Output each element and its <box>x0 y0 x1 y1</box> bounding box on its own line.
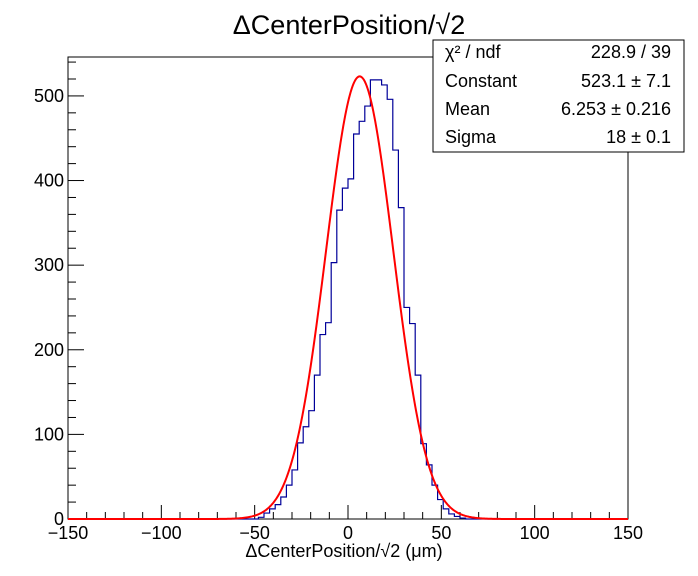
y-tick-label: 0 <box>54 509 64 529</box>
x-tick-label: 50 <box>431 523 451 543</box>
y-tick-label: 500 <box>34 86 64 106</box>
stats-constant-value: 523.1 ± 7.1 <box>581 71 671 91</box>
gaussian-fit-curve <box>68 75 628 520</box>
stats-mean-label: Mean <box>445 99 490 119</box>
chart-title: ΔCenterPosition/√2 <box>233 10 465 40</box>
y-tick-label: 300 <box>34 255 64 275</box>
x-tick-label: −50 <box>239 523 270 543</box>
y-tick-label: 100 <box>34 424 64 444</box>
x-axis-label: ΔCenterPosition/√2 (μm) <box>245 541 442 561</box>
x-axis-ticks: −150 −100 −50 0 50 100 150 <box>48 505 643 543</box>
stats-box: χ² / ndf 228.9 / 39 Constant 523.1 ± 7.1… <box>432 39 685 153</box>
stats-mean-value: 6.253 ± 0.216 <box>561 99 671 119</box>
y-axis-ticks: 0 100 200 300 400 500 <box>34 61 84 529</box>
stats-constant-label: Constant <box>445 71 517 91</box>
y-tick-label: 400 <box>34 171 64 191</box>
stats-sigma-label: Sigma <box>445 127 497 147</box>
stats-sigma-value: 18 ± 0.1 <box>606 127 671 147</box>
x-tick-label: 100 <box>520 523 550 543</box>
stats-box-frame <box>432 39 685 153</box>
x-tick-label: 0 <box>343 523 353 543</box>
y-tick-label: 200 <box>34 340 64 360</box>
stats-chi2-label: χ² / ndf <box>445 42 501 62</box>
x-tick-label: −150 <box>48 523 89 543</box>
x-tick-label: 150 <box>613 523 643 543</box>
x-tick-label: −100 <box>141 523 182 543</box>
stats-chi2-value: 228.9 / 39 <box>591 42 671 62</box>
